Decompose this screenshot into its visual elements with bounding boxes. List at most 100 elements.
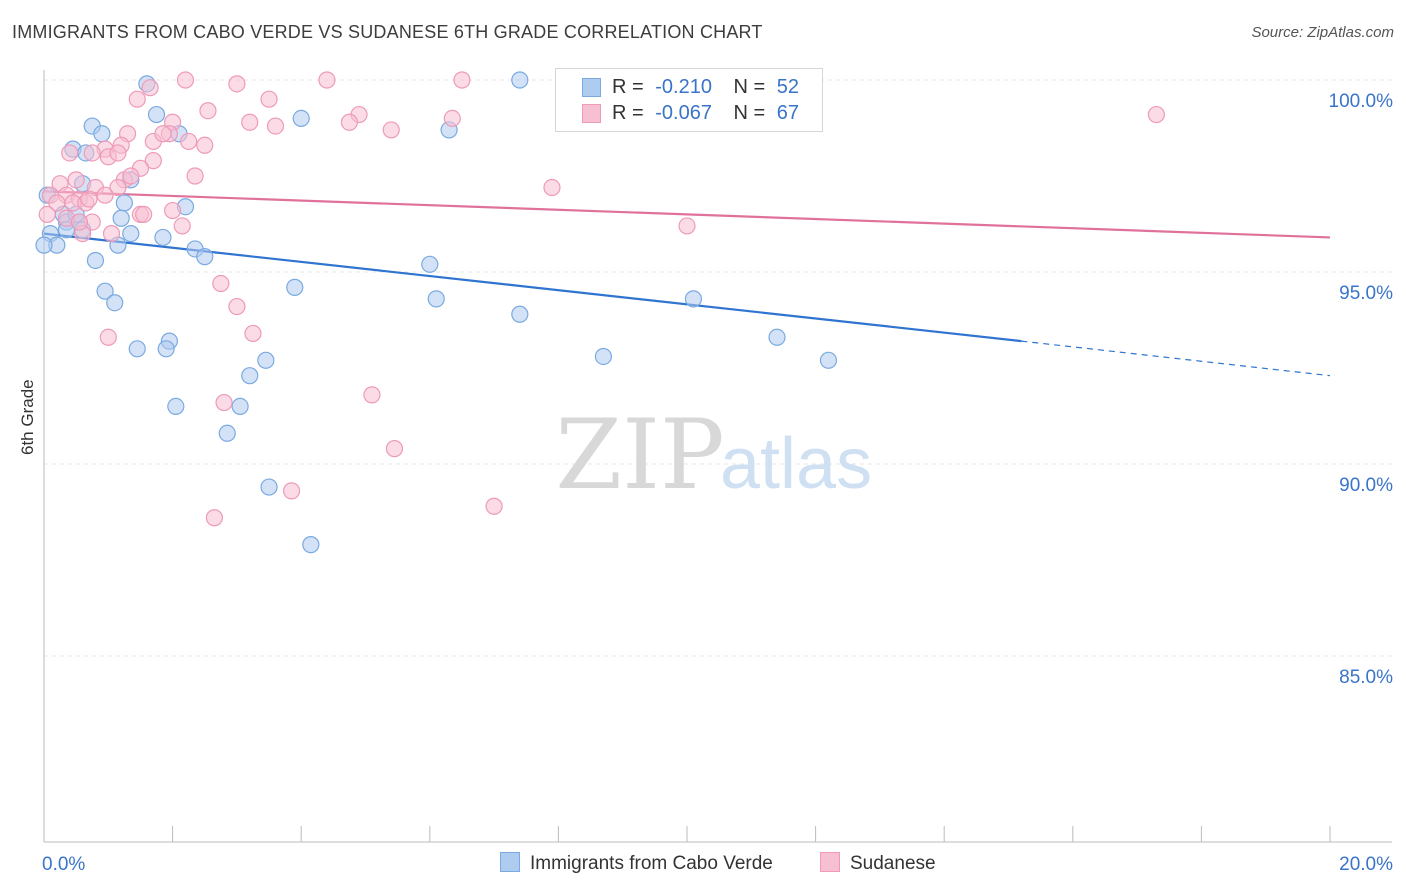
sudanese-point — [196, 136, 214, 154]
sudanese-point — [109, 178, 127, 197]
cabo-verde-point — [511, 71, 529, 89]
sudanese-point — [228, 297, 246, 316]
cabo-verde-point — [292, 109, 310, 128]
sudanese-point — [340, 113, 359, 131]
sudanese-point — [543, 178, 561, 197]
cabo-verde-point — [594, 347, 613, 366]
legend-swatch-blue — [500, 852, 520, 872]
cabo-verde-point — [768, 328, 786, 346]
legend-n-value: 52 — [776, 76, 800, 98]
x-tick-label: 0.0% — [42, 854, 85, 875]
watermark: ZIP atlas — [555, 399, 872, 511]
cabo-verde-point — [421, 255, 439, 273]
sudanese-point — [99, 328, 117, 346]
legend-r-value: -0.067 — [655, 102, 712, 124]
sudanese-point — [122, 167, 140, 185]
sudanese-point — [215, 393, 233, 412]
legend-label: Immigrants from Cabo Verde — [530, 853, 773, 874]
cabo-verde-point — [154, 228, 172, 247]
points-layer — [35, 71, 1165, 554]
sudanese-point — [318, 71, 336, 89]
sudanese-point — [1147, 105, 1165, 124]
cabo-verde-point — [218, 424, 236, 442]
stats-legend: R = -0.210 N = 52 R = -0.067 N = 67 — [555, 68, 823, 132]
sudanese-point — [260, 90, 278, 108]
legend-item-cabo-verde: Immigrants from Cabo Verde — [500, 852, 773, 875]
legend-r-label: R = — [612, 102, 644, 124]
y-tick-label: 90.0% — [1339, 475, 1393, 496]
cabo-verde-point — [684, 290, 703, 308]
sudanese-point — [485, 497, 503, 515]
sudanese-point — [443, 109, 461, 128]
sudanese-point — [141, 79, 159, 97]
y-axis-label: 6th Grade — [18, 379, 37, 455]
sudanese-point — [180, 132, 198, 151]
cabo-verde-point — [231, 397, 249, 415]
cabo-verde-point — [157, 340, 175, 358]
sudanese-point — [199, 102, 217, 120]
cabo-verde-point — [93, 125, 111, 143]
sudanese-point — [363, 386, 381, 404]
x-tick-label: 20.0% — [1339, 854, 1393, 875]
axis-layer — [43, 70, 1392, 843]
legend-r-label: R = — [612, 76, 644, 98]
cabo-verde-point — [286, 278, 304, 296]
legend-swatch-pink — [820, 852, 840, 872]
cabo-verde-point — [106, 294, 124, 312]
legend-n-label: N = — [733, 76, 766, 98]
sudanese-point — [164, 201, 182, 220]
cabo-verde-point — [96, 282, 114, 300]
cabo-verde-point — [260, 478, 278, 496]
cabo-verde-point — [86, 251, 105, 270]
sudanese-point — [38, 205, 56, 223]
cabo-verde-point — [819, 351, 838, 369]
cabo-verde-point — [112, 209, 130, 227]
cabo-verde-point — [511, 305, 529, 323]
sudanese-point — [205, 509, 223, 527]
cabo-verde-point — [257, 351, 275, 369]
legend-item-sudanese: Sudanese — [820, 852, 936, 875]
legend-label: Sudanese — [850, 853, 936, 874]
sudanese-point — [61, 144, 79, 162]
sudanese-point — [83, 144, 101, 162]
legend-swatch-blue — [582, 78, 601, 97]
sudanese-point — [453, 71, 471, 89]
sudanese-point — [109, 144, 127, 162]
sudanese-point — [154, 125, 172, 143]
sudanese-point — [266, 117, 285, 135]
sudanese-point — [144, 152, 162, 170]
cabo-verde-point — [196, 248, 214, 266]
cabo-verde-point — [128, 340, 146, 358]
y-tick-label: 95.0% — [1339, 283, 1393, 304]
legend-n-value: 67 — [776, 102, 800, 124]
sudanese-point — [67, 171, 85, 189]
sudanese-trendline — [43, 190, 1331, 239]
cabo-verde-point — [302, 536, 320, 554]
source-label: Source: ZipAtlas.com — [1251, 24, 1394, 41]
sudanese-point — [186, 167, 204, 185]
legend-n-label: N = — [733, 102, 766, 124]
sudanese-point — [176, 71, 195, 89]
sudanese-point — [102, 225, 121, 243]
sudanese-point — [212, 274, 230, 293]
sudanese-point — [70, 213, 88, 231]
sudanese-point — [241, 113, 259, 131]
sudanese-point — [382, 121, 400, 139]
sudanese-point — [96, 186, 114, 204]
sudanese-point — [678, 217, 696, 235]
legend-swatch-pink — [582, 104, 601, 123]
cabo-verde-point — [35, 236, 53, 254]
cabo-verde-trendline-extension — [1021, 340, 1331, 377]
legend-r-value: -0.210 — [655, 76, 712, 98]
cabo-verde-point — [147, 105, 166, 124]
sudanese-point — [228, 75, 246, 93]
label-layer: 100.0% 95.0% 90.0% 85.0% 0.0% 20.0% — [42, 91, 1393, 875]
cabo-verde-point — [115, 194, 133, 212]
sudanese-point — [173, 217, 191, 235]
sudanese-point — [385, 440, 404, 458]
sudanese-point — [135, 205, 153, 223]
y-tick-label: 85.0% — [1339, 667, 1393, 688]
cabo-verde-point — [427, 290, 445, 308]
sudanese-point — [282, 482, 301, 500]
